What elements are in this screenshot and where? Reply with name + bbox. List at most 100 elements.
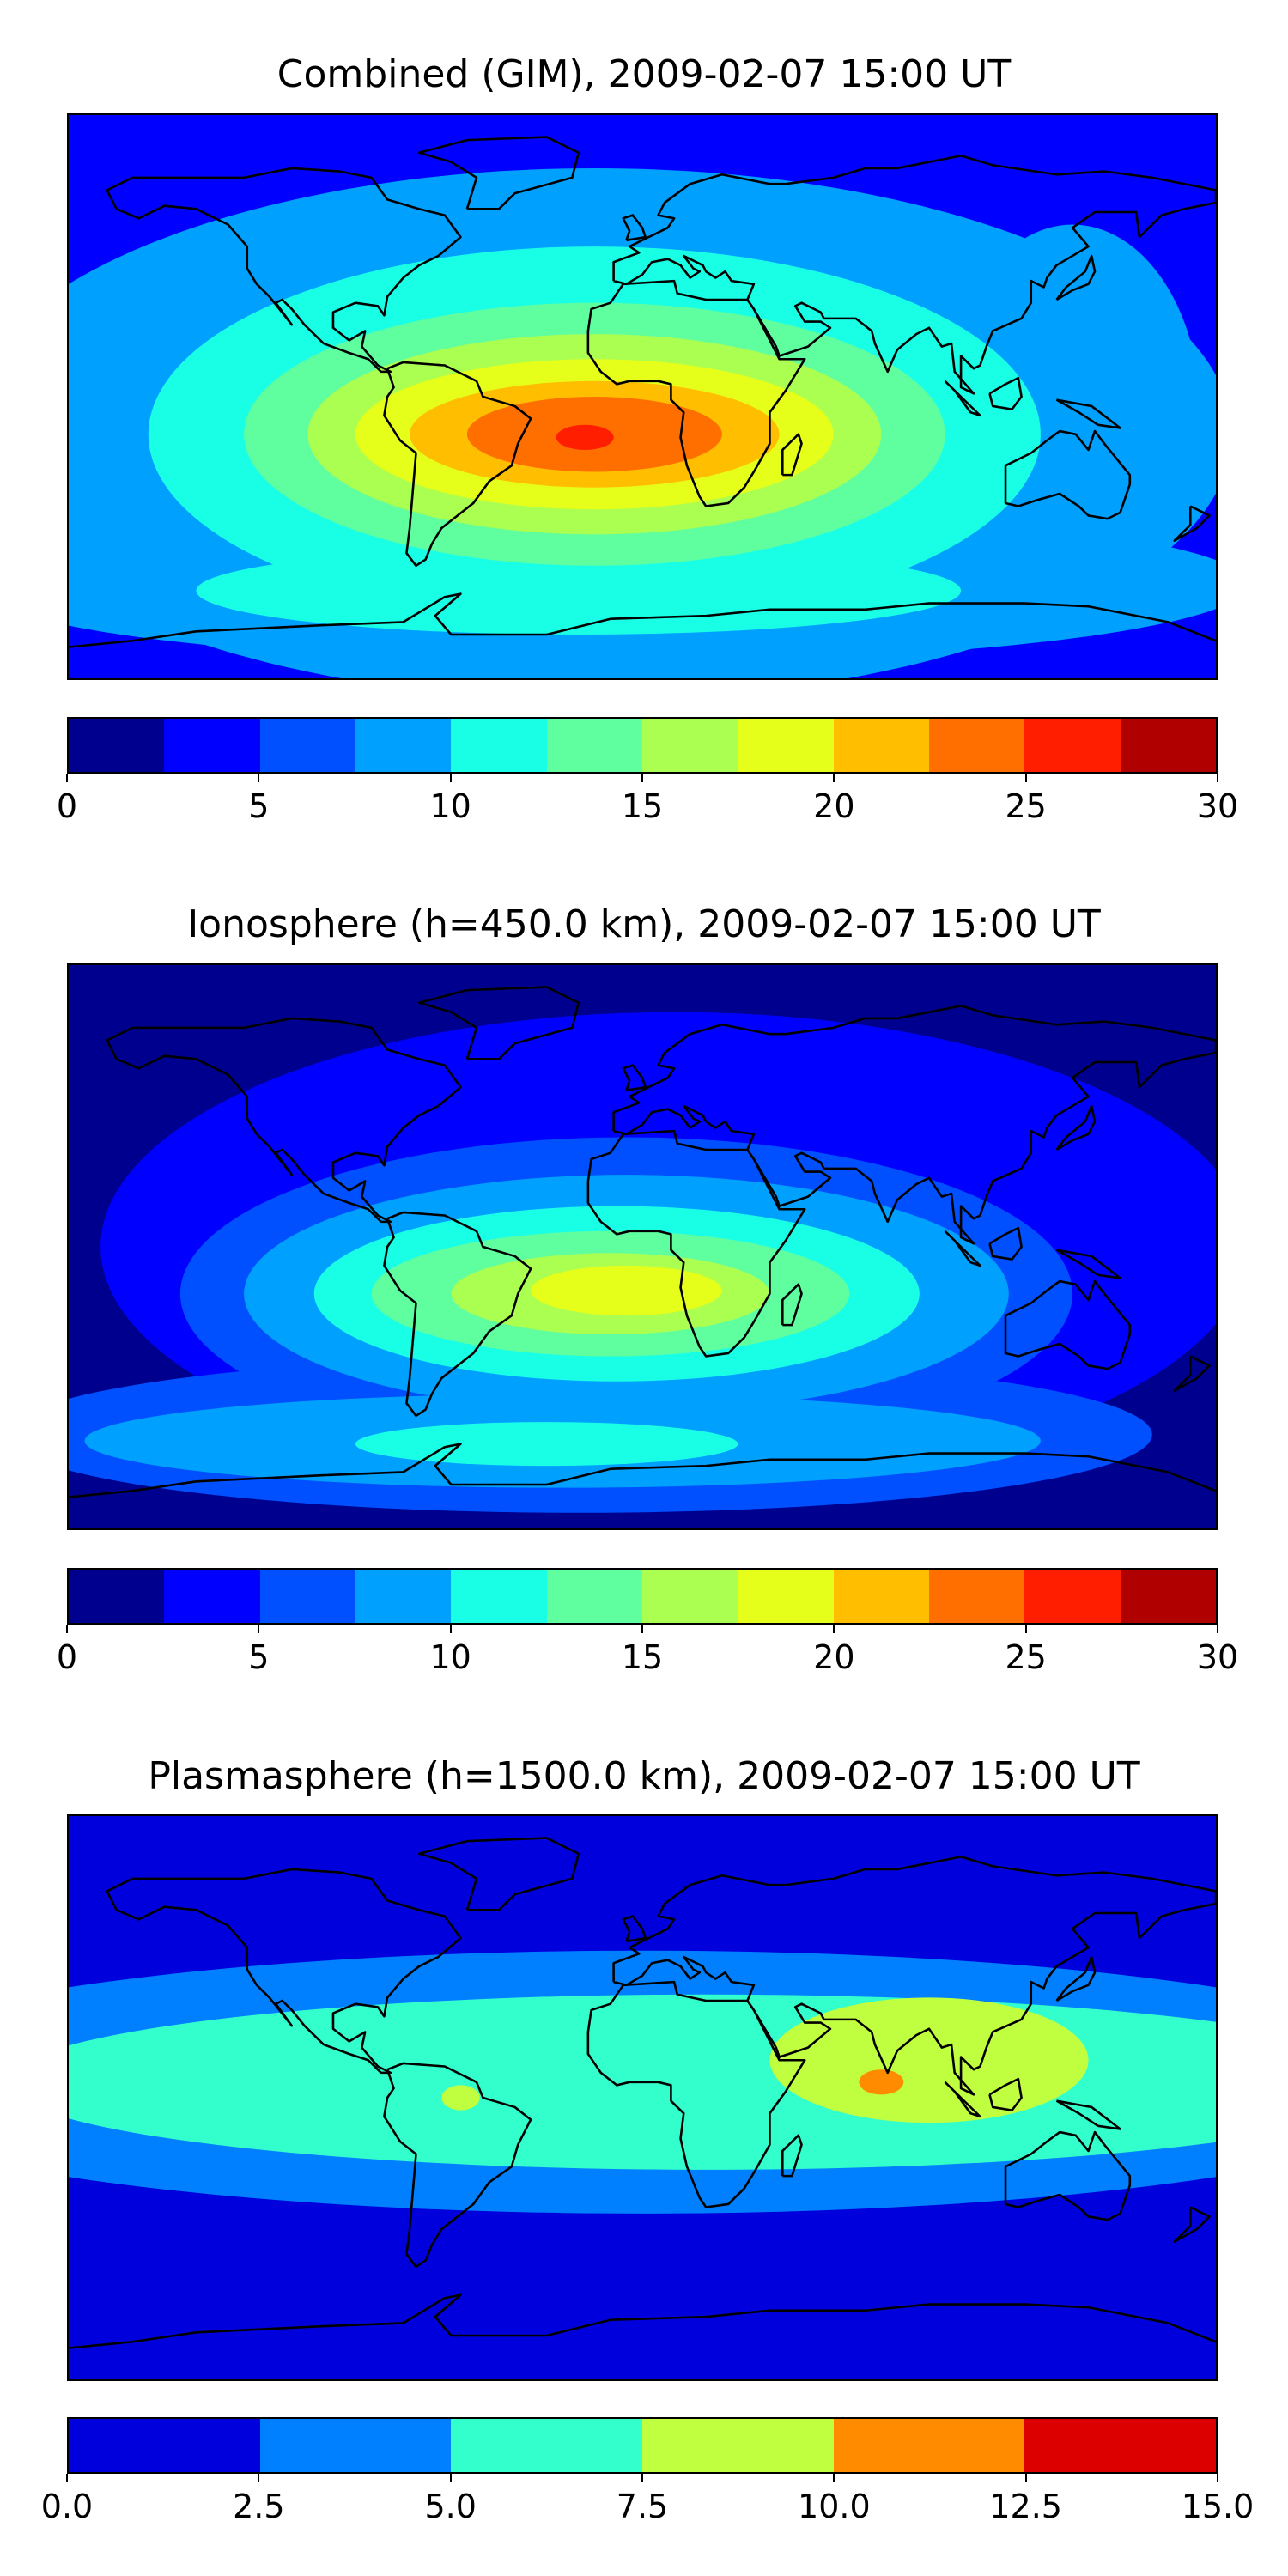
colorbar-segment-8 (833, 1570, 929, 1623)
coastline-7 (944, 1230, 981, 1267)
map-canvas (69, 965, 1216, 1528)
panel-2-map (67, 963, 1218, 1530)
coastline-0 (106, 1868, 462, 2075)
coastline-2 (383, 361, 532, 568)
coastline-10 (1055, 1955, 1097, 2002)
colorbar-segment-6 (641, 719, 738, 772)
colorbar-tick-mark (66, 2474, 68, 2482)
colorbar-segment-2 (451, 2419, 643, 2472)
panel-1-colorbar (67, 717, 1218, 774)
contour-region-10 (556, 424, 614, 450)
coastline-5 (781, 2134, 803, 2178)
colorbar-tick-mark (1217, 1625, 1218, 1633)
coastline-2 (383, 2062, 532, 2269)
coastline-0 (106, 1017, 462, 1224)
coastline-3 (612, 1005, 1216, 1245)
colorbar-segment-2 (259, 719, 355, 772)
colorbar-tick-mark (449, 774, 452, 782)
colorbar-segment-8 (833, 719, 929, 772)
colorbar-segment-0 (69, 1570, 165, 1623)
colorbar-tick-label: 0.0 (40, 2488, 94, 2525)
coastline-6 (1004, 429, 1132, 520)
coastline-3 (612, 155, 1216, 395)
colorbar-segment-2 (259, 1570, 355, 1623)
coastline-1 (417, 1837, 580, 1911)
colorbar-tick-label: 0 (56, 787, 78, 825)
contour-region-9 (531, 1265, 722, 1316)
colorbar-segment-0 (69, 2419, 260, 2472)
colorbar-segment-9 (928, 1570, 1025, 1623)
colorbar-tick-label: 25 (1005, 1638, 1047, 1676)
colorbar-tick-label: 5 (248, 1638, 270, 1676)
colorbar-tick-mark (641, 2474, 643, 2482)
coastline-4 (586, 1980, 806, 2208)
colorbar-tick-label: 10.0 (798, 2488, 871, 2525)
colorbar-segment-11 (1120, 1570, 1216, 1623)
colorbar-segment-5 (546, 1570, 642, 1623)
contour-region-3 (441, 2085, 480, 2111)
colorbar-tick-mark (1024, 2474, 1027, 2482)
coastline-13 (69, 2293, 1216, 2349)
panel-3-colorbar-ticks: 0.0 2.5 5.0 7.5 10.0 12.5 15.0 (41, 2474, 1254, 2525)
panel-3-colorbar (67, 2417, 1218, 2474)
colorbar-tick-mark (1024, 1625, 1027, 1633)
coastline-7 (944, 2081, 981, 2118)
coastline-6 (1004, 1279, 1132, 1370)
map-canvas (69, 115, 1216, 678)
colorbar-tick-mark (833, 774, 835, 782)
coastline-11 (622, 1915, 647, 1943)
colorbar-tick-label: 30 (1196, 787, 1239, 825)
colorbar-tick-mark (641, 1625, 643, 1633)
contour-region-4 (196, 546, 962, 635)
coastline-1 (417, 136, 580, 210)
panel-3-map (67, 1814, 1218, 2381)
colorbar-tick-label: 5.0 (424, 2488, 477, 2525)
coastline-11 (622, 214, 647, 242)
coastline-10 (1055, 254, 1097, 301)
colorbar-tick-mark (449, 1625, 452, 1633)
panel-2-title: Ionosphere (h=450.0 km), 2009-02-07 15:0… (187, 902, 1101, 946)
coastline-8 (988, 376, 1023, 410)
colorbar-tick-label: 15 (621, 787, 664, 825)
colorbar-tick-mark (641, 774, 643, 782)
colorbar-segment-4 (451, 719, 547, 772)
colorbar-tick-mark (1024, 774, 1027, 782)
panel-2-colorbar-ticks: 0 5 10 15 20 25 30 (57, 1625, 1238, 1676)
colorbar-tick-mark (449, 2474, 452, 2482)
coastline-13 (69, 592, 1216, 648)
coastline-0 (106, 167, 462, 374)
colorbar-segment-3 (355, 719, 452, 772)
colorbar-tick-mark (258, 2474, 260, 2482)
coastline-10 (1055, 1104, 1097, 1151)
colorbar-tick-mark (66, 774, 68, 782)
contour-region-1 (945, 224, 1200, 600)
coastline-6 (1004, 2130, 1132, 2221)
contour-region-2 (769, 1997, 1089, 2123)
colorbar-tick-mark (833, 2474, 835, 2482)
colorbar-segment-3 (642, 2419, 834, 2472)
coastline-12 (1173, 2206, 1211, 2243)
panel-1-map (67, 113, 1218, 680)
colorbar-segment-5 (546, 719, 642, 772)
colorbar-tick-label: 30 (1196, 1638, 1239, 1676)
panel-1-title: Combined (GIM), 2009-02-07 15:00 UT (276, 52, 1012, 96)
colorbar-segment-7 (738, 719, 834, 772)
colorbar-tick-mark (1217, 774, 1218, 782)
colorbar-tick-mark (66, 1625, 68, 1633)
colorbar-segment-3 (355, 1570, 452, 1623)
colorbar-tick-label: 15.0 (1181, 2488, 1255, 2525)
colorbar-segment-11 (1120, 719, 1216, 772)
colorbar-segment-10 (1024, 1570, 1121, 1623)
colorbar-segment-1 (164, 719, 260, 772)
colorbar-tick-label: 12.5 (989, 2488, 1062, 2525)
coastline-4 (586, 1129, 806, 1358)
colorbar-tick-label: 20 (813, 787, 855, 825)
colorbar-tick-mark (1217, 2474, 1218, 2482)
coastline-11 (622, 1064, 647, 1092)
colorbar-segment-1 (164, 1570, 260, 1623)
coastline-12 (1173, 1355, 1211, 1392)
coastline-9 (1055, 1249, 1121, 1279)
colorbar-tick-label: 20 (813, 1638, 855, 1676)
colorbar-segment-6 (641, 1570, 738, 1623)
panel-1-colorbar-ticks: 0 5 10 15 20 25 30 (57, 774, 1238, 825)
